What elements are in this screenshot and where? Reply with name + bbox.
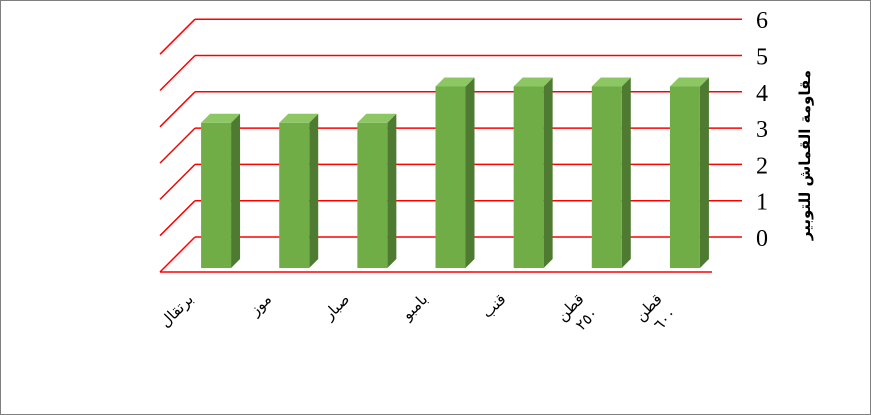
y-tick-label: 2 (756, 153, 768, 179)
gridline-diagonal (159, 236, 196, 273)
y-axis-label: مقاومة القماش للتوبير (796, 70, 814, 241)
gridline-diagonal (159, 18, 196, 55)
bar-top (279, 113, 319, 123)
bar-top (591, 77, 631, 87)
y-tick-label: 5 (756, 45, 768, 71)
x-tick-label: صبار (319, 290, 353, 324)
x-tick-line: برتقال (156, 290, 197, 331)
bar-side (699, 77, 709, 268)
bar (591, 77, 631, 268)
bar-front (435, 86, 466, 268)
y-tick-label: 1 (756, 190, 768, 216)
y-tick-labels: 0 1 2 3 4 5 6 (756, 8, 768, 252)
bar (279, 113, 319, 268)
x-tick-label: قطن٢٥٠ (553, 290, 602, 339)
bar-top (357, 113, 397, 123)
x-tick-label: بامبو (397, 290, 431, 324)
x-tick-label: قنب (478, 290, 509, 321)
bars (201, 77, 709, 268)
y-tick-label: 3 (756, 117, 768, 143)
bar (435, 77, 475, 268)
bar (357, 113, 397, 268)
gridline-diagonal (159, 200, 196, 237)
bar-top (201, 113, 241, 123)
bar-front (201, 122, 232, 268)
bar-top (513, 77, 553, 87)
gridline-diagonal (159, 91, 196, 128)
y-tick-label: 4 (756, 81, 768, 107)
bar-front (669, 86, 700, 268)
y-tick-label: 6 (756, 8, 768, 34)
gridline-diagonal (159, 127, 196, 164)
bar-front (591, 86, 622, 268)
bar-side (309, 113, 319, 268)
bar (513, 77, 553, 268)
x-tick-line: موز (245, 290, 275, 320)
bar-front (513, 86, 544, 268)
bar-side (387, 113, 397, 268)
bar-side (465, 77, 475, 268)
bar-side (621, 77, 631, 268)
bar-side (543, 77, 553, 268)
bar (201, 113, 241, 268)
bar-front (279, 122, 310, 268)
x-tick-label: قطن٦٠٠ (631, 290, 680, 339)
x-tick-line: بامبو (397, 290, 431, 324)
x-tick-label: برتقال (156, 290, 197, 331)
y-tick-label: 0 (756, 226, 768, 252)
bar-side (231, 113, 241, 268)
x-tick-labels: برتقال موز صبار بامبو قنب قطن٢٥٠ قطن٦٠٠ (156, 290, 680, 339)
x-tick-line: قنب (478, 290, 509, 321)
gridline-diagonal (159, 163, 196, 200)
bar-top (435, 77, 475, 87)
gridline-diagonal (159, 54, 196, 92)
x-tick-line: صبار (319, 290, 353, 324)
x-tick-label: موز (245, 290, 275, 320)
bar-front (357, 122, 388, 268)
bar-top (669, 77, 709, 87)
bar (669, 77, 709, 268)
